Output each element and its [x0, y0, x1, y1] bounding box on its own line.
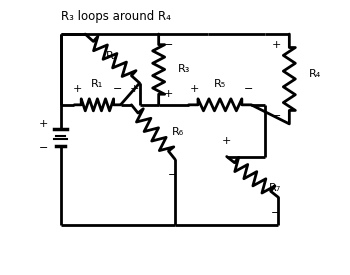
Text: −: −	[39, 143, 48, 153]
Text: R₃: R₃	[178, 64, 190, 75]
Text: −: −	[272, 111, 281, 121]
Text: +: +	[189, 84, 199, 94]
Text: +: +	[72, 84, 82, 94]
Text: R₃ loops around R₄: R₃ loops around R₄	[61, 10, 170, 23]
Text: R₁: R₁	[91, 78, 104, 89]
Text: +: +	[130, 84, 139, 94]
Text: R₇: R₇	[269, 183, 281, 193]
Text: +: +	[164, 89, 174, 99]
Text: −: −	[113, 84, 122, 94]
Text: R₄: R₄	[308, 68, 321, 79]
Text: R₂: R₂	[106, 51, 119, 61]
Text: +: +	[222, 136, 231, 146]
Text: −: −	[164, 40, 174, 50]
Text: +: +	[39, 119, 48, 129]
Text: R₅: R₅	[214, 78, 226, 89]
Text: +: +	[272, 40, 281, 50]
Text: −: −	[271, 208, 280, 218]
Text: R₆: R₆	[172, 127, 184, 137]
Text: −: −	[244, 84, 253, 94]
Text: −: −	[168, 170, 177, 180]
